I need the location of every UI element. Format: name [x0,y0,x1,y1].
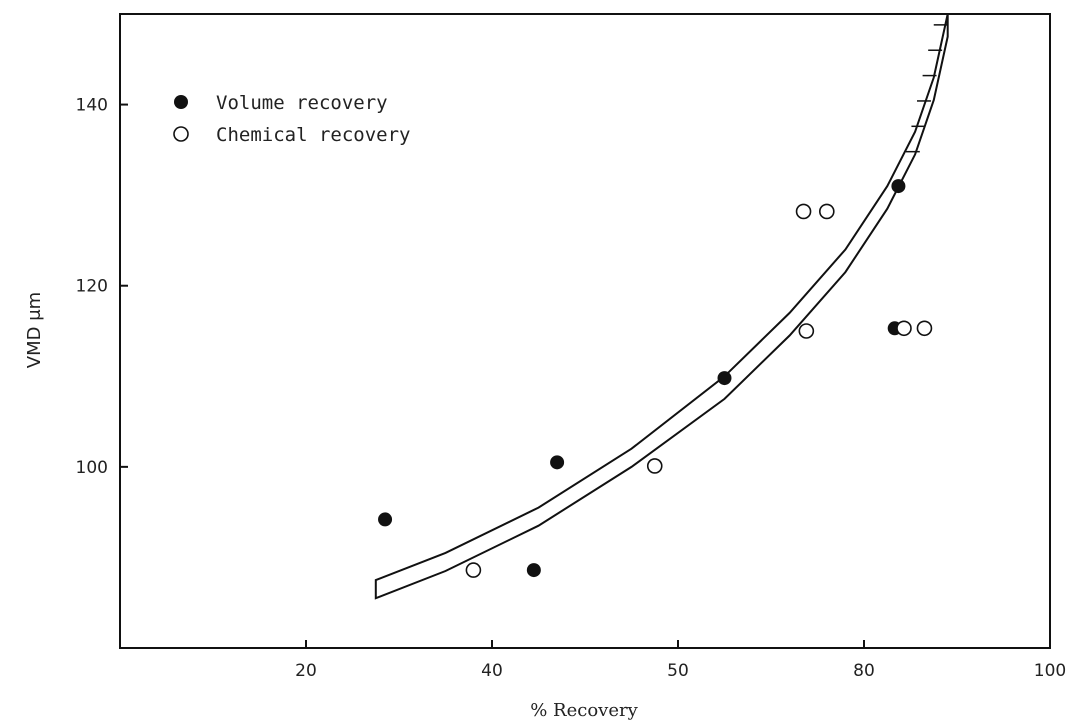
x-axis-title: % Recovery [530,700,638,721]
point-chemical-recovery [646,458,663,474]
point-chemical-recovery [818,203,835,220]
recovery-band [374,13,949,600]
legend-marker-volume [174,95,188,109]
y-tick-label: 120 [76,277,108,297]
x-axis-ticks: 20 40 50 80 100 [295,640,1066,681]
legend-marker-chemical [173,126,189,142]
x-tick-label: 20 [295,661,317,681]
point-chemical-recovery [795,203,812,220]
legend-label-chemical: Chemical recovery [216,124,410,146]
point-volume-recovery [526,563,541,578]
x-tick-label: 80 [853,661,875,681]
point-volume-recovery [378,512,393,527]
legend: Volume recovery Chemical recovery [173,92,410,146]
y-tick-label: 140 [76,96,108,116]
y-axis-ticks: 100 120 140 [76,96,128,478]
point-volume-recovery [891,179,906,194]
point-volume-recovery [550,455,565,470]
y-axis-title: VMD μm [24,292,45,368]
x-tick-label: 40 [481,661,503,681]
point-chemical-recovery [896,320,912,337]
x-tick-label: 100 [1034,661,1066,681]
y-tick-label: 100 [76,458,108,478]
x-tick-label: 50 [667,661,689,681]
band-outline [374,13,949,600]
point-volume-recovery [717,371,732,386]
data-points [378,179,933,578]
point-chemical-recovery [916,320,933,337]
plot-frame [119,13,1051,649]
point-chemical-recovery [465,562,482,578]
point-chemical-recovery [798,323,815,339]
legend-label-volume: Volume recovery [216,92,388,114]
